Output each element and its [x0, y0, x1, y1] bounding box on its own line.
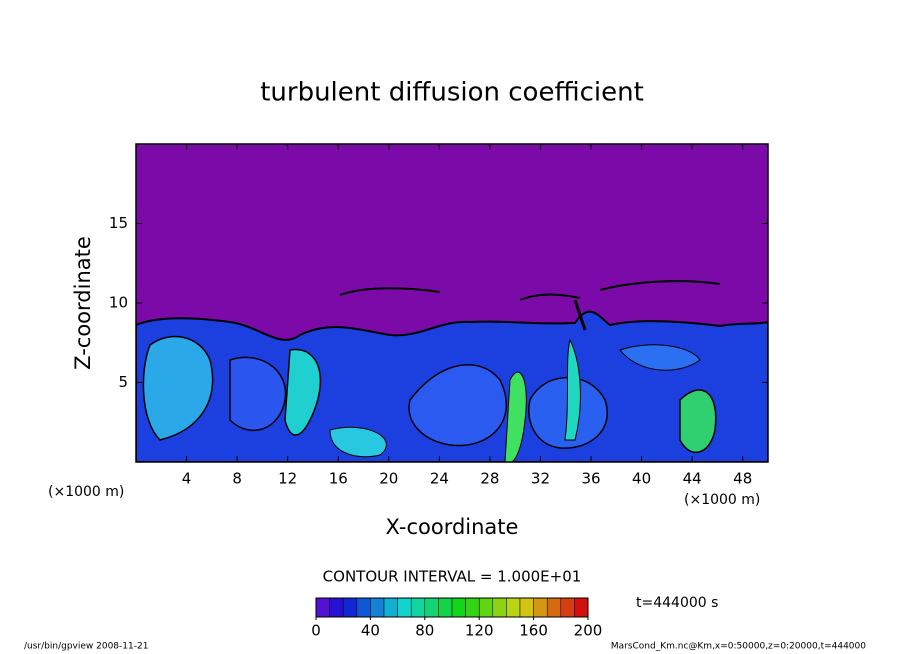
colorbar-cell — [492, 597, 507, 618]
colorbar-tick-label: 0 — [311, 622, 321, 640]
colorbar-cell — [519, 597, 534, 618]
colorbar-cell — [506, 597, 521, 618]
colorbar-cell — [329, 597, 344, 618]
x-tick-label: 28 — [480, 470, 499, 488]
colorbar-tick-label: 160 — [519, 622, 548, 640]
colorbar-cell — [533, 597, 548, 618]
x-tick-label: 4 — [182, 470, 192, 488]
colorbar-cell — [397, 597, 412, 618]
colorbar-frame — [315, 597, 589, 618]
x-tick-label: 12 — [278, 470, 297, 488]
colorbar-cell — [370, 597, 385, 618]
x-tick-label: 48 — [733, 470, 752, 488]
colorbar-cell — [574, 597, 589, 618]
chart-title: turbulent diffusion coefficient — [260, 78, 644, 108]
x-tick-label: 16 — [329, 470, 348, 488]
x-tick-label: 44 — [683, 470, 702, 488]
colorbar-cell — [560, 597, 575, 618]
colorbar-cell — [438, 597, 453, 618]
colorbar-cell — [478, 597, 494, 618]
x-tick-label: 40 — [632, 470, 651, 488]
colorbar-cell — [410, 597, 426, 618]
x-tick-label: 36 — [581, 470, 600, 488]
colorbar-cell — [315, 597, 330, 618]
colorbar-cell — [451, 597, 466, 618]
y-tick-label: 10 — [109, 294, 128, 312]
colorbar-cell — [383, 597, 398, 618]
x-axis-label: X-coordinate — [386, 515, 519, 539]
colorbar-tick-label: 40 — [361, 622, 380, 640]
x-unit-label: (×1000 m) — [48, 484, 124, 500]
y-tick-label: 15 — [109, 214, 128, 232]
colorbar-cell — [546, 597, 562, 618]
colorbar-tick-label: 80 — [415, 622, 434, 640]
colorbar-cell — [356, 597, 371, 618]
x-tick-label: 8 — [232, 470, 242, 488]
x-tick-label: 32 — [531, 470, 550, 488]
y-axis-label: Z-coordinate — [71, 236, 95, 370]
footer-right: MarsCond_Km.nc@Km,x=0:50000,z=0:20000,t=… — [611, 642, 866, 652]
colorbar-tick-label: 120 — [465, 622, 494, 640]
contour-interval: CONTOUR INTERVAL = 1.000E+01 — [323, 568, 582, 586]
colorbar-cell — [342, 597, 358, 618]
x-unit-label: (×1000 m) — [684, 492, 760, 508]
y-tick-label: 5 — [118, 373, 128, 391]
colorbar-cell — [424, 597, 439, 618]
field — [136, 280, 768, 462]
x-tick-label: 20 — [379, 470, 398, 488]
colorbar-cell — [465, 597, 480, 618]
x-tick-label: 24 — [430, 470, 449, 488]
colorbar-tick-label: 200 — [574, 622, 603, 640]
footer-left: /usr/bin/gpview 2008-11-21 — [24, 642, 148, 652]
time-label: t=444000 s — [636, 595, 718, 611]
